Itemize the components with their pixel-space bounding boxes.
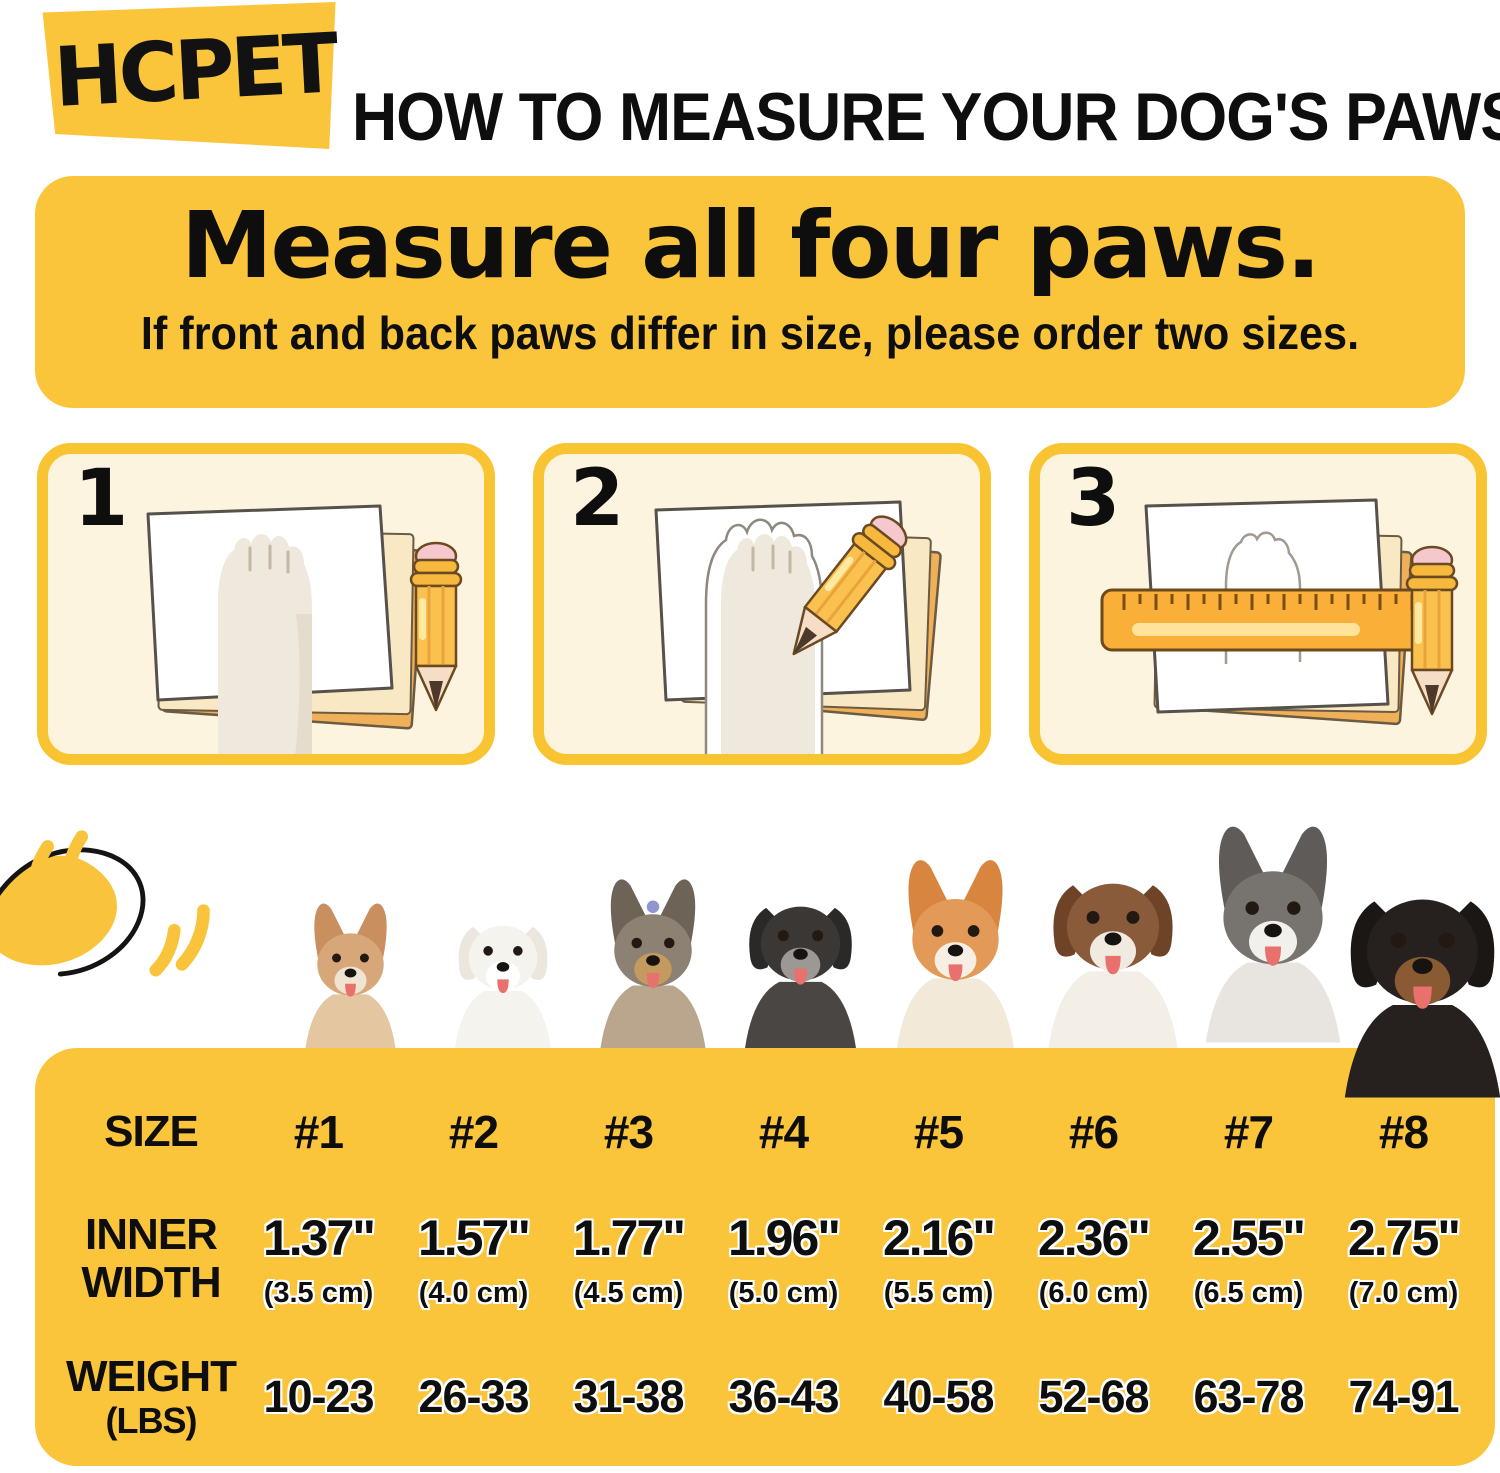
paw-on-paper-illustration [146,504,463,754]
step-card-2: 2 [533,443,991,765]
inner-width-cm: (4.0 cm) [418,1276,529,1309]
logo-text: HCPET [51,16,338,127]
inner-width-cm: (6.5 cm) [1193,1276,1304,1309]
weight-value: 40-58 [883,1371,994,1422]
size-value: #1 [293,1106,344,1158]
weight-value: 52-68 [1038,1371,1149,1422]
step-card-3: 3 [1029,443,1487,765]
size-value: #3 [603,1106,654,1158]
size-value: #5 [913,1106,964,1158]
weight-label-line2: (LBS) [105,1400,198,1442]
inner-width-inches: 1.57" [417,1209,531,1266]
size-value: #4 [758,1106,809,1158]
inner-width-label-line2: WIDTH [81,1258,221,1307]
dog-photo-bichon-frise [428,888,578,1048]
weight-value: 10-23 [263,1371,374,1422]
dog-photo-shiba-inu [878,853,1033,1048]
weight-value: 31-38 [573,1371,684,1422]
dog-breed-lineup [0,826,1500,1048]
inner-width-value: 1.96" (5.0 cm) [727,1209,841,1310]
inner-width-inches: 1.96" [727,1209,841,1266]
dog-photo-australian-shepherd [1033,833,1193,1048]
inner-width-value: 2.55" (6.5 cm) [1192,1209,1306,1310]
squiggle-decoration-icon [0,830,210,977]
weight-value: 74-91 [1348,1371,1459,1422]
page-title: HOW TO MEASURE YOUR DOG'S PAWS [352,78,1500,155]
dog-photo-rottweiler [1330,838,1500,1098]
inner-width-cm: (5.0 cm) [728,1276,839,1309]
step-number: 2 [570,454,625,544]
step-number: 1 [74,454,129,544]
inner-width-inches: 2.36" [1037,1209,1151,1266]
inner-width-inches: 1.37" [262,1209,376,1266]
inner-width-value: 2.16" (5.5 cm) [882,1209,996,1310]
size-value: #8 [1378,1106,1429,1158]
inner-width-value: 1.77" (4.5 cm) [572,1209,686,1310]
banner-headline: Measure all four paws. [180,192,1321,299]
weight-value: 26-33 [418,1371,529,1422]
measure-width-illustration [1100,498,1459,726]
size-value: #7 [1223,1106,1274,1158]
trace-paw-illustration [654,500,942,754]
inner-width-cm: (4.5 cm) [573,1276,684,1309]
weight-value: 36-43 [728,1371,839,1422]
weight-value: 63-78 [1193,1371,1304,1422]
inner-width-inches: 1.77" [572,1209,686,1266]
dog-photo-chihuahua [283,898,418,1048]
brand-logo: HCPET [30,2,345,152]
inner-width-value: 1.37" (3.5 cm) [262,1209,376,1310]
dog-photo-yorkshire-terrier [583,873,723,1048]
inner-width-value: 1.57" (4.0 cm) [417,1209,531,1310]
dog-photo-miniature-schnauzer [728,863,873,1048]
size-chart-table: SIZE #1 #2 #3 #4 #5 #6 #7 #8 INNER WIDTH… [35,1048,1495,1466]
inner-width-inches: 2.55" [1192,1209,1306,1266]
weight-label-line1: WEIGHT [66,1352,237,1401]
logo-background-shape [42,2,336,149]
inner-width-label-line1: INNER [85,1209,218,1259]
inner-width-inches: 2.75" [1347,1209,1461,1266]
inner-width-row-label: INNER WIDTH [81,1209,221,1308]
inner-width-cm: (7.0 cm) [1348,1276,1459,1309]
step-card-1: 1 [37,443,495,765]
banner-subheadline: If front and back paws differ in size, p… [140,307,1360,359]
measure-banner: Measure all four paws. If front and back… [35,176,1465,408]
inner-width-cm: (5.5 cm) [883,1276,994,1309]
inner-width-cm: (3.5 cm) [263,1276,374,1309]
size-row-label: SIZE [104,1106,199,1156]
size-value: #6 [1068,1106,1119,1158]
step-number: 3 [1066,454,1121,544]
inner-width-inches: 2.16" [882,1209,996,1266]
inner-width-cm: (6.0 cm) [1038,1276,1149,1309]
inner-width-value: 2.75" (7.0 cm) [1347,1209,1461,1310]
size-value: #2 [448,1106,499,1158]
weight-row-label: WEIGHT (LBS) [66,1352,237,1442]
inner-width-value: 2.36" (6.0 cm) [1037,1209,1151,1310]
dog-photo-alaskan-malamute [1193,813,1353,1048]
